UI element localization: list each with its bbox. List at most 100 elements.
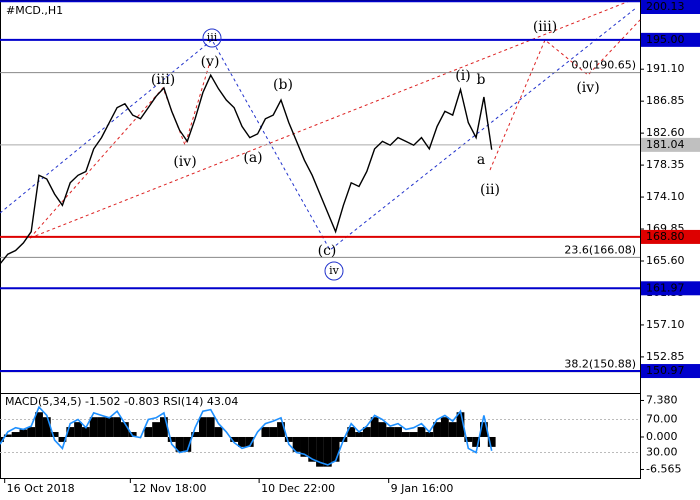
fib-label: 0.0(190.65) [571, 59, 636, 72]
macd-bar [316, 436, 324, 467]
y-tick-label: 7.380 [646, 393, 678, 406]
macd-bar [292, 436, 301, 452]
level-label: 200.13 [646, 0, 685, 13]
macd-bar [175, 436, 184, 452]
macd-bar [362, 427, 371, 437]
wave-label: (iv) [173, 154, 196, 170]
y-tick-label: 165.60 [646, 254, 685, 267]
macd-bar [144, 427, 153, 437]
macd-bar [386, 427, 395, 437]
y-tick-label: 157.10 [646, 318, 685, 331]
rsi-line [0, 405, 493, 466]
current-price-label: 181.04 [646, 138, 685, 151]
macd-bar [27, 427, 36, 437]
wave-circle [202, 28, 222, 48]
wave-label: (ii) [480, 182, 500, 198]
macd-bar [199, 417, 207, 437]
macd-bar [269, 427, 278, 437]
fib-label: 38.2(150.88) [564, 358, 636, 371]
x-tick-label: 16 Oct 2018 [7, 482, 75, 495]
level-label: 150.97 [646, 364, 685, 377]
macd-bar [378, 422, 387, 437]
macd-bar [183, 436, 192, 452]
macd-bar [167, 436, 176, 442]
y-tick-label: 182.60 [646, 126, 685, 139]
wave-label: (a) [243, 150, 262, 166]
x-tick-label: 10 Dec 22:00 [261, 482, 335, 495]
y2-tick-label: 70.00 [646, 412, 678, 425]
macd-bar [417, 427, 426, 437]
macd-bar [50, 432, 59, 437]
macd-bar [11, 432, 20, 437]
x-tick-label: 9 Jan 16:00 [391, 482, 454, 495]
y-tick-label: 186.85 [646, 94, 685, 107]
blue-channel [0, 7, 637, 251]
level-box [641, 32, 700, 47]
macd-bar [35, 412, 43, 437]
x-tick-label: 12 Nov 18:00 [132, 482, 206, 495]
macd-bar [3, 434, 12, 437]
macd-bar [120, 422, 129, 437]
macd-bar [448, 422, 457, 437]
macd-bar [323, 436, 332, 467]
wave-label: b [477, 72, 486, 88]
wave-label: (iii) [533, 19, 557, 35]
wave-label: a [477, 152, 485, 168]
macd-bar [261, 427, 270, 437]
fib-label: 23.6(166.08) [564, 243, 636, 256]
wave-label: (i) [455, 68, 470, 84]
macd-bar [300, 436, 309, 457]
macd-bar [58, 436, 67, 442]
level-box [641, 281, 700, 296]
macd-bar [370, 417, 379, 437]
macd-bar [113, 417, 121, 437]
macd-bar [19, 429, 28, 437]
macd-bar [440, 417, 449, 437]
macd-bar [206, 417, 215, 437]
y-tick-label: 0.000 [646, 430, 678, 443]
chart-title: #MCD.,H1 [6, 4, 63, 17]
wave-label: iv [329, 264, 340, 277]
macd-bar [42, 417, 51, 437]
macd-bar [238, 436, 246, 447]
macd-bar [347, 427, 356, 437]
macd-bar [0, 436, 4, 442]
level-box [641, 0, 700, 14]
y-tick-label: -6.565 [646, 462, 681, 475]
macd-bar [331, 436, 340, 462]
wave-circle [324, 261, 344, 281]
indicator-title: MACD(5,34,5) -1.502 -0.803 RSI(14) 43.04 [5, 395, 238, 408]
level-label: 161.97 [646, 281, 685, 294]
macd-bar [355, 432, 363, 437]
macd-bar [152, 422, 160, 437]
macd-bar [480, 422, 488, 437]
level-box [641, 229, 700, 244]
y2-tick-label: 30.00 [646, 446, 678, 459]
level-label: 168.80 [646, 230, 685, 243]
wave-label: iii [207, 31, 218, 44]
macd-bar [74, 422, 82, 437]
wave-label: (iii) [151, 72, 175, 88]
macd-bar [284, 436, 293, 442]
wave-label: (v) [201, 54, 220, 70]
macd-bar [409, 432, 418, 437]
trend-lines [0, 0, 641, 251]
macd-bar [277, 422, 285, 437]
macd-bar [401, 432, 410, 437]
macd-bar [230, 436, 239, 442]
macd-bar [160, 417, 168, 437]
macd-bar [425, 432, 434, 437]
y-tick-label: 178.35 [646, 158, 685, 171]
macd-bar [472, 436, 480, 447]
y-tick-label: 174.10 [646, 190, 685, 203]
wave-label: (b) [273, 77, 293, 93]
macd-bar [89, 417, 98, 437]
level-box [641, 364, 700, 379]
price-line [0, 73, 493, 265]
wave-label: (c) [318, 243, 337, 259]
macd-bar [308, 436, 317, 462]
level-label: 195.00 [646, 33, 685, 46]
macd-bar [464, 436, 473, 442]
